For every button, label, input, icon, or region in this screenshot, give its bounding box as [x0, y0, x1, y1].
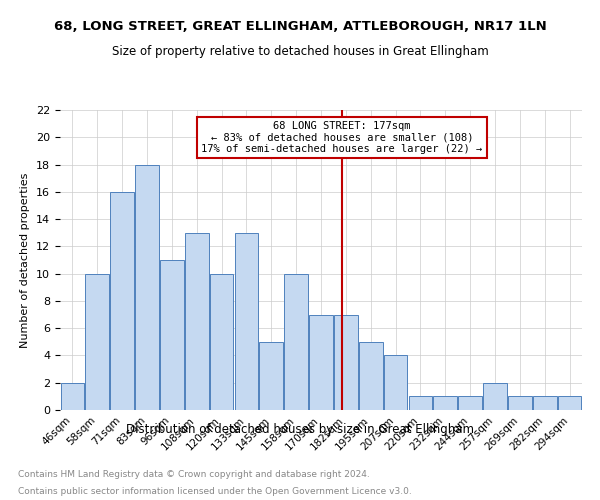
Bar	[533, 396, 557, 410]
Bar	[433, 396, 457, 410]
Bar	[210, 274, 233, 410]
Bar	[110, 192, 134, 410]
Text: Contains public sector information licensed under the Open Government Licence v3: Contains public sector information licen…	[18, 488, 412, 496]
Bar	[61, 382, 84, 410]
Text: Size of property relative to detached houses in Great Ellingham: Size of property relative to detached ho…	[112, 45, 488, 58]
Y-axis label: Number of detached properties: Number of detached properties	[20, 172, 31, 348]
Bar	[483, 382, 507, 410]
Bar	[135, 164, 159, 410]
Bar	[235, 232, 258, 410]
Text: 68 LONG STREET: 177sqm
← 83% of detached houses are smaller (108)
17% of semi-de: 68 LONG STREET: 177sqm ← 83% of detached…	[202, 121, 482, 154]
Bar	[309, 314, 333, 410]
Bar	[458, 396, 482, 410]
Bar	[508, 396, 532, 410]
Bar	[334, 314, 358, 410]
Text: Distribution of detached houses by size in Great Ellingham: Distribution of detached houses by size …	[126, 422, 474, 436]
Text: 68, LONG STREET, GREAT ELLINGHAM, ATTLEBOROUGH, NR17 1LN: 68, LONG STREET, GREAT ELLINGHAM, ATTLEB…	[53, 20, 547, 33]
Bar	[558, 396, 581, 410]
Bar	[384, 356, 407, 410]
Bar	[85, 274, 109, 410]
Bar	[409, 396, 432, 410]
Bar	[259, 342, 283, 410]
Bar	[359, 342, 383, 410]
Bar	[160, 260, 184, 410]
Text: Contains HM Land Registry data © Crown copyright and database right 2024.: Contains HM Land Registry data © Crown c…	[18, 470, 370, 479]
Bar	[284, 274, 308, 410]
Bar	[185, 232, 209, 410]
